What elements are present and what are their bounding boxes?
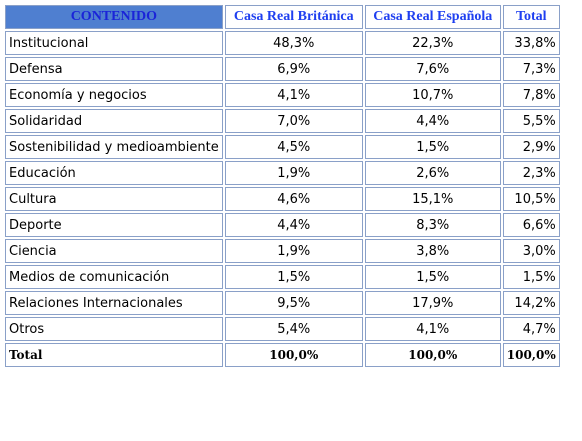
cell: 2,9% xyxy=(502,135,560,159)
cell: 100,0% xyxy=(224,343,363,367)
cell: 33,8% xyxy=(502,31,560,55)
table-row: Sostenibilidad y medioambiente 4,5% 1,5% 2,… xyxy=(5,135,560,159)
table-container: CONTENIDO Casa Real Británica Casa Real Es… xyxy=(3,3,562,369)
row-label: Economía y negocios xyxy=(5,83,223,107)
cell: 22,3% xyxy=(364,31,501,55)
cell: 100,0% xyxy=(502,343,560,367)
cell: 1,5% xyxy=(224,265,363,289)
cell: 7,3% xyxy=(502,57,560,81)
cell: 5,4% xyxy=(224,317,363,341)
cell: 4,1% xyxy=(224,83,363,107)
cell: 5,5% xyxy=(502,109,560,133)
row-label: Total xyxy=(5,343,223,367)
cell: 14,2% xyxy=(502,291,560,315)
column-header: Casa Real Británica xyxy=(224,5,363,29)
cell: 15,1% xyxy=(364,187,501,211)
row-label: Ciencia xyxy=(5,239,223,263)
cell: 8,3% xyxy=(364,213,501,237)
table-row: Cultura 4,6% 15,1% 10,5% xyxy=(5,187,560,211)
row-label: Solidaridad xyxy=(5,109,223,133)
cell: 17,9% xyxy=(364,291,501,315)
row-label: Cultura xyxy=(5,187,223,211)
cell: 10,5% xyxy=(502,187,560,211)
cell: 6,6% xyxy=(502,213,560,237)
cell: 10,7% xyxy=(364,83,501,107)
cell: 48,3% xyxy=(224,31,363,55)
cell: 4,4% xyxy=(364,109,501,133)
table-row: Deporte 4,4% 8,3% 6,6% xyxy=(5,213,560,237)
cell: 1,5% xyxy=(502,265,560,289)
cell: 6,9% xyxy=(224,57,363,81)
row-label: Medios de comunicación xyxy=(5,265,223,289)
row-label: Relaciones Internacionales xyxy=(5,291,223,315)
table-row: Economía y negocios 4,1% 10,7% 7,8% xyxy=(5,83,560,107)
table-row: Medios de comunicación 1,5% 1,5% 1,5% xyxy=(5,265,560,289)
total-row: Total 100,0% 100,0% 100,0% xyxy=(5,343,560,367)
cell: 7,8% xyxy=(502,83,560,107)
column-header: Total xyxy=(502,5,560,29)
cell: 1,9% xyxy=(224,161,363,185)
table-row: Institucional 48,3% 22,3% 33,8% xyxy=(5,31,560,55)
cell: 4,1% xyxy=(364,317,501,341)
cell: 100,0% xyxy=(364,343,501,367)
table-row: Educación 1,9% 2,6% 2,3% xyxy=(5,161,560,185)
column-header: CONTENIDO xyxy=(5,5,223,29)
table-row: Ciencia 1,9% 3,8% 3,0% xyxy=(5,239,560,263)
column-header: Casa Real Española xyxy=(364,5,501,29)
cell: 4,4% xyxy=(224,213,363,237)
cell: 2,6% xyxy=(364,161,501,185)
row-label: Institucional xyxy=(5,31,223,55)
cell: 3,8% xyxy=(364,239,501,263)
table-row: Relaciones Internacionales 9,5% 17,9% 14,2% xyxy=(5,291,560,315)
cell: 1,5% xyxy=(364,265,501,289)
cell: 7,6% xyxy=(364,57,501,81)
cell: 9,5% xyxy=(224,291,363,315)
cell: 2,3% xyxy=(502,161,560,185)
table-row: Defensa 6,9% 7,6% 7,3% xyxy=(5,57,560,81)
table-body: Institucional 48,3% 22,3% 33,8% Defensa 6,9% 7… xyxy=(5,31,560,367)
table-row: Otros 5,4% 4,1% 4,7% xyxy=(5,317,560,341)
cell: 1,9% xyxy=(224,239,363,263)
cell: 7,0% xyxy=(224,109,363,133)
row-label: Educación xyxy=(5,161,223,185)
row-label: Otros xyxy=(5,317,223,341)
header-row: CONTENIDO Casa Real Británica Casa Real Es… xyxy=(5,5,560,29)
row-label: Defensa xyxy=(5,57,223,81)
row-label: Deporte xyxy=(5,213,223,237)
cell: 3,0% xyxy=(502,239,560,263)
table-row: Solidaridad 7,0% 4,4% 5,5% xyxy=(5,109,560,133)
cell: 4,5% xyxy=(224,135,363,159)
data-table: CONTENIDO Casa Real Británica Casa Real Es… xyxy=(3,3,562,369)
row-label: Sostenibilidad y medioambiente xyxy=(5,135,223,159)
cell: 1,5% xyxy=(364,135,501,159)
cell: 4,6% xyxy=(224,187,363,211)
cell: 4,7% xyxy=(502,317,560,341)
